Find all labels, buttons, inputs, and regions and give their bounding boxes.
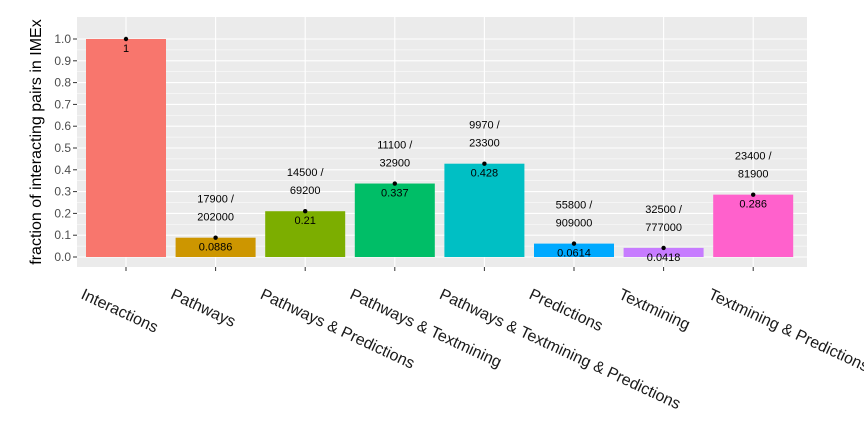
count-label: 32500 / <box>645 204 683 216</box>
bar-point <box>392 181 397 186</box>
count-label: 17900 / <box>197 194 235 206</box>
x-tick-label: Predictions <box>526 286 605 335</box>
x-tick-label: Textmining & Predictions <box>706 286 864 375</box>
bar <box>265 211 346 257</box>
bar <box>354 183 435 257</box>
x-tick-label: Pathways & Predictions <box>258 286 418 372</box>
y-tick-label: 1.0 <box>54 32 71 46</box>
count-label: 909000 <box>556 218 593 230</box>
bar-point <box>123 36 129 42</box>
value-label: 0.428 <box>471 168 499 180</box>
bar-point <box>213 235 218 240</box>
y-tick-label: 0.1 <box>54 228 71 242</box>
bar-point <box>303 209 308 214</box>
x-tick-label: Pathways <box>168 286 238 331</box>
y-tick-label: 0.9 <box>54 54 71 68</box>
plot-panel <box>77 17 807 267</box>
value-label: 0.0418 <box>647 252 681 264</box>
bar-point <box>571 241 577 246</box>
count-label: 23400 / <box>735 151 773 163</box>
value-label: 0.0614 <box>557 248 591 260</box>
grid-lines <box>77 17 807 267</box>
bar <box>623 247 704 257</box>
y-tick-label: 0.0 <box>54 250 71 264</box>
y-tick-label: 0.4 <box>54 163 71 177</box>
y-tick-label: 0.3 <box>54 185 71 199</box>
y-tick-label: 0.5 <box>54 141 71 155</box>
bar-point <box>482 161 487 166</box>
count-label: 23300 <box>469 138 500 150</box>
bar <box>713 194 794 257</box>
bar-point <box>751 192 756 197</box>
count-label: 777000 <box>645 222 682 234</box>
count-label: 14500 / <box>287 167 325 179</box>
x-tick-label: Interactions <box>78 286 160 336</box>
bar <box>534 243 614 257</box>
count-label: 55800 / <box>556 200 594 212</box>
count-label: 32900 <box>380 158 411 170</box>
count-label: 81900 <box>738 169 769 181</box>
bar <box>86 39 166 257</box>
value-label: 1 <box>123 43 129 55</box>
value-label: 0.0886 <box>199 242 233 254</box>
bar-point <box>661 245 666 251</box>
y-tick-label: 0.2 <box>54 206 71 220</box>
y-tick-label: 0.6 <box>54 119 71 133</box>
bar <box>444 163 525 257</box>
count-label: 202000 <box>197 212 234 224</box>
x-tick-label: Textmining <box>616 286 693 334</box>
y-axis-ticks: 0.0 0.1 0.2 0.3 0.4 0.5 0.6 0.7 0.8 0.9 1.0 <box>54 32 77 264</box>
y-tick-label: 0.8 <box>54 76 71 90</box>
bars: 1 0.0886 17900 / 202000 0.21 14500 / 69200 0.33… <box>86 36 794 264</box>
value-label: 0.286 <box>739 199 767 211</box>
value-label: 0.21 <box>294 215 315 227</box>
y-axis-title: fraction of interacting pairs in IMEx <box>28 19 45 264</box>
count-label: 9970 / <box>469 120 501 132</box>
y-tick-label: 0.7 <box>54 97 71 111</box>
count-label: 69200 <box>290 185 321 197</box>
value-label: 0.337 <box>381 188 409 200</box>
x-axis-ticks: Interactions Pathways Pathways & Predictio… <box>78 267 864 413</box>
bar <box>175 237 256 257</box>
x-tick-label: Pathways & Textmining <box>347 286 504 371</box>
count-label: 11100 / <box>377 140 413 152</box>
